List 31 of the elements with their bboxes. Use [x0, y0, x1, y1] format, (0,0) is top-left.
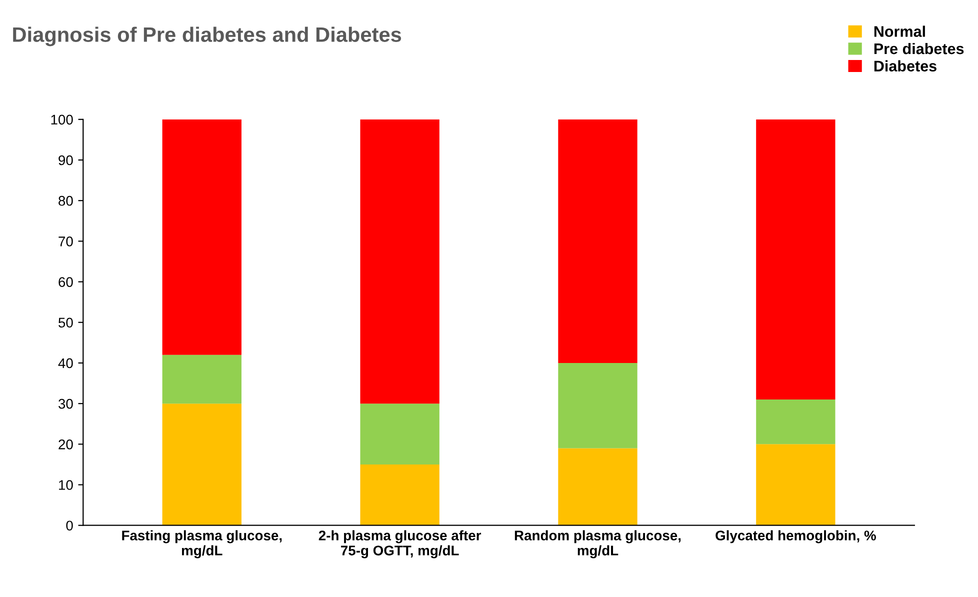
bar [162, 354, 242, 404]
y-tick-label: 10 [59, 480, 73, 490]
chart-title: Diagnosis of Pre diabetes and Diabetes [13, 26, 402, 46]
x-tick-label: 2-h plasma glucose after 75-g OGTT, mg/dL [318, 530, 482, 558]
bar [360, 464, 440, 526]
y-tick-label: 90 [58, 155, 73, 166]
y-tick-label: 70 [58, 236, 73, 246]
legend-label: Pre diabetes [874, 42, 964, 54]
bar [360, 119, 440, 404]
y-tick-label: 50 [58, 318, 73, 328]
y-tick-label: 20 [58, 440, 73, 450]
bar [756, 400, 836, 444]
y-tick-label: 40 [58, 358, 73, 368]
bar [558, 362, 638, 448]
bar [558, 448, 638, 526]
bar [360, 404, 440, 464]
bar [162, 404, 242, 526]
bar [162, 119, 242, 355]
x-tick-label: Fasting plasma glucose, mg/dL [122, 530, 282, 558]
y-tick-label: 100 [51, 114, 73, 125]
y-tick-label: 80 [58, 196, 73, 206]
y-tick-label: 60 [58, 277, 73, 287]
legend-label: Normal [874, 26, 925, 37]
y-tick-label: 0 [66, 520, 73, 531]
x-tick-label: Random plasma glucose, mg/dL [514, 530, 681, 558]
legend-label: Diabetes [874, 60, 936, 72]
x-tick-label: Glycated hemoglobin, % [716, 530, 876, 544]
bar [558, 119, 638, 363]
bar [756, 444, 836, 526]
y-tick-label: 30 [58, 398, 73, 409]
bar [756, 119, 836, 400]
